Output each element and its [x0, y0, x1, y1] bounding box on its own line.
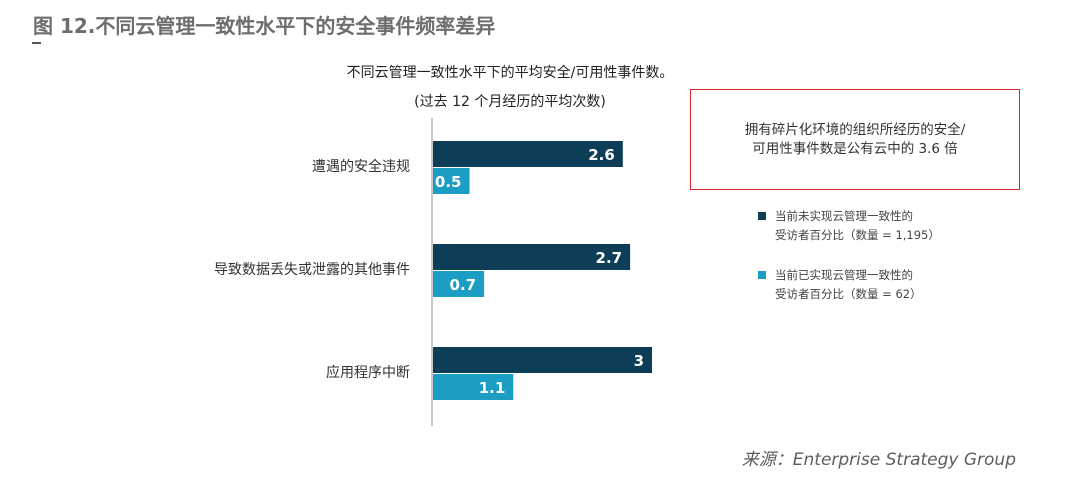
bar-value-label: 2.7: [596, 249, 623, 267]
legend-label-line1: 当前已实现云管理一致性的: [775, 268, 913, 282]
chart-title: 不同云管理一致性水平下的平均安全/可用性事件数。: [346, 65, 674, 81]
legend-label-line2: 受访者百分比（数量 = 1,195）: [775, 228, 940, 242]
callout-box: 拥有碎片化环境的组织所经历的安全/ 可用性事件数是公有云中的 3.6 倍: [690, 89, 1020, 190]
legend-item-not-consistent: 当前未实现云管理一致性的 受访者百分比（数量 = 1,195）: [758, 207, 940, 245]
bar-consistent: [433, 374, 514, 400]
bar-value-label: 0.5: [435, 173, 462, 191]
legend-swatch-light: [758, 271, 766, 279]
bar-consistent: [433, 168, 470, 194]
callout-text-line2: 可用性事件数是公有云中的 3.6 倍: [752, 140, 958, 157]
bar-not-consistent: [433, 244, 631, 270]
bar-value-label: 0.7: [450, 276, 477, 294]
bar-value-label: 1.1: [479, 379, 506, 397]
bar-consistent: [433, 271, 485, 297]
legend-label-line1: 当前未实现云管理一致性的: [775, 209, 913, 223]
bar-not-consistent: [433, 141, 623, 167]
legend-swatch-dark: [758, 212, 766, 220]
legend-item-consistent: 当前已实现云管理一致性的 受访者百分比（数量 = 62）: [758, 266, 922, 304]
title-underline-mark: [32, 42, 41, 44]
category-label: 导致数据丢失或泄露的其他事件: [214, 262, 410, 278]
category-label: 遭遇的安全违规: [312, 158, 410, 175]
source-note: 来源：Enterprise Strategy Group: [741, 450, 1016, 470]
callout-text-line1: 拥有碎片化环境的组织所经历的安全/: [744, 121, 966, 138]
legend-label-line2: 受访者百分比（数量 = 62）: [775, 287, 922, 301]
chart-subtitle: (过去 12 个月经历的平均次数): [414, 94, 606, 110]
category-label: 应用程序中断: [326, 364, 410, 381]
bar-value-label: 2.6: [588, 146, 615, 164]
bar-not-consistent: [433, 347, 652, 373]
bar-value-label: 3: [634, 352, 644, 370]
figure-title: 图 12.不同云管理一致性水平下的安全事件频率差异: [33, 14, 496, 38]
